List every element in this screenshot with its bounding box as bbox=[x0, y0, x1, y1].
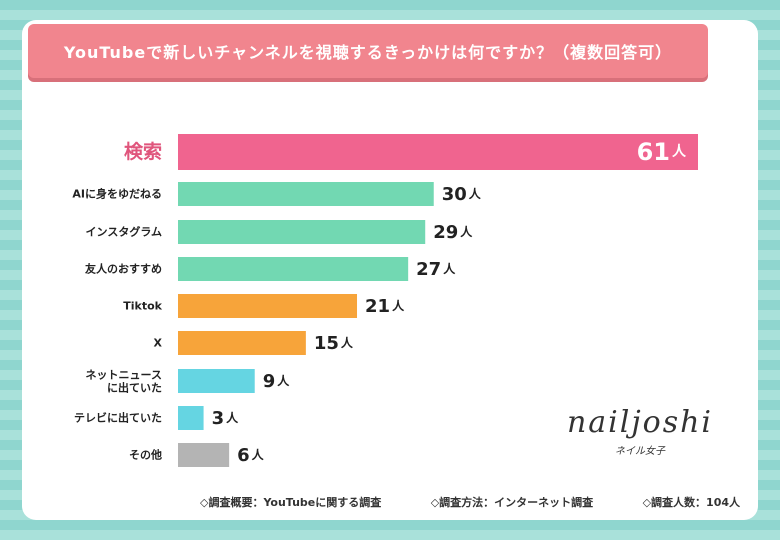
footer-survey-method: ◇調査方法：インターネット調査 bbox=[430, 496, 594, 509]
footer-survey-count: ◇調査人数：104人 bbox=[642, 496, 740, 509]
data-label-1: 30 人 bbox=[442, 184, 482, 205]
data-label-0: 61 人 bbox=[637, 138, 687, 166]
survey-footer: ◇調査概要：YouTubeに関する調査 ◇調査方法：インターネット調査 ◇調査人… bbox=[200, 494, 740, 510]
category-label-4: Tiktok bbox=[123, 300, 162, 313]
footer-survey-overview: ◇調査概要：YouTubeに関する調査 bbox=[200, 496, 382, 509]
category-label-5: X bbox=[154, 337, 163, 350]
bar-6 bbox=[178, 369, 255, 393]
brand-logo: nailjoshi ネイル女子 bbox=[555, 405, 725, 457]
logo-brand-text: nailjoshi bbox=[566, 405, 714, 440]
category-label-2: インスタグラム bbox=[86, 225, 162, 239]
category-label-1: AIに身をゆだねる bbox=[72, 187, 162, 201]
chart-title: YouTubeで新しいチャンネルを視聴するきっかけは何ですか？（複数回答可） bbox=[28, 24, 708, 78]
category-label-6: ネットニュースに出ていた bbox=[86, 368, 162, 394]
data-label-2: 29 人 bbox=[433, 222, 473, 243]
data-label-4: 21 人 bbox=[365, 296, 405, 317]
data-label-3: 27 人 bbox=[416, 259, 456, 280]
bar-4 bbox=[178, 294, 358, 318]
bar-5 bbox=[178, 331, 306, 355]
category-label-0: 検索 bbox=[124, 140, 162, 163]
bar-7 bbox=[178, 406, 204, 430]
data-label-5: 15 人 bbox=[314, 333, 354, 354]
bar-8 bbox=[178, 443, 230, 467]
bar-0 bbox=[178, 134, 698, 170]
bar-2 bbox=[178, 220, 426, 244]
category-label-7: テレビに出ていた bbox=[74, 411, 162, 425]
category-label-8: その他 bbox=[129, 448, 162, 462]
bar-3 bbox=[178, 257, 409, 281]
category-label-3: 友人のおすすめ bbox=[85, 262, 162, 276]
logo-sub-text: ネイル女子 bbox=[615, 446, 665, 457]
bar-1 bbox=[178, 182, 434, 206]
